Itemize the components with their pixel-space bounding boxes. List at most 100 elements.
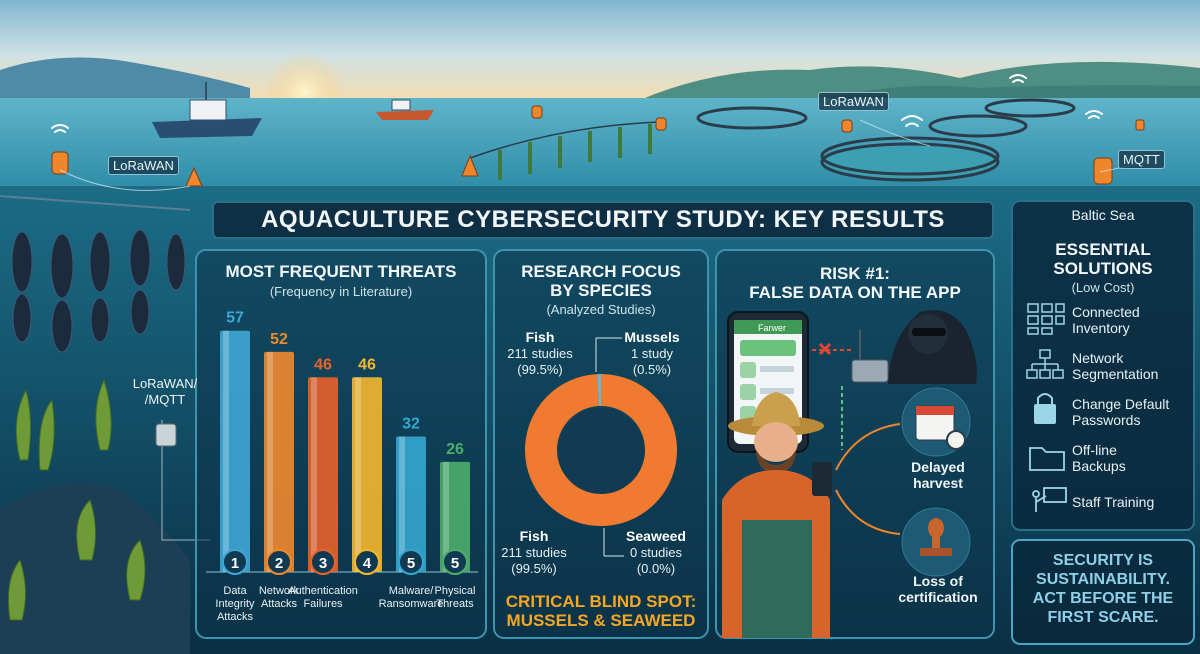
bar-highlight bbox=[223, 330, 229, 572]
bar-value-label: 46 bbox=[358, 356, 376, 373]
motto-panel-frame bbox=[1011, 539, 1195, 645]
risk-title-line1: RISK #1: bbox=[820, 264, 890, 283]
solution-item-connected-inventory: Connected Inventory bbox=[1022, 300, 1192, 340]
page-title: AQUACULTURE CYBERSECURITY STUDY: KEY RES… bbox=[212, 201, 994, 239]
mussel-ropes bbox=[0, 195, 191, 353]
solution-item-change-passwords: Change Default Passwords bbox=[1022, 392, 1192, 432]
bar-value-label: 26 bbox=[446, 441, 464, 458]
phone-app-header: Farwer bbox=[757, 323, 786, 333]
category-label: Data bbox=[223, 585, 247, 597]
consequence-delayed-line1: Delayed bbox=[911, 459, 965, 475]
network-lines bbox=[59, 119, 1151, 541]
consequence-certification-line2: certification bbox=[898, 589, 978, 605]
solution-label: Off-line Backups bbox=[1072, 442, 1126, 474]
fish-bottom-label-count: 211 studies bbox=[501, 545, 567, 560]
threat-bar bbox=[264, 351, 294, 572]
rank-number: 2 bbox=[275, 555, 283, 572]
wifi-icons bbox=[51, 74, 1103, 133]
mussels-label-name: Mussels bbox=[624, 329, 679, 345]
category-label: Malware/ bbox=[389, 585, 435, 597]
presenter-icon bbox=[1032, 487, 1067, 512]
right-hills-front bbox=[820, 85, 1200, 100]
bar-highlight bbox=[267, 351, 273, 572]
rank-number: 5 bbox=[407, 555, 415, 572]
iot-gateway bbox=[851, 359, 889, 383]
bar-highlight bbox=[443, 461, 449, 572]
solution-label: Change Default Passwords bbox=[1072, 396, 1170, 428]
lorawan-mqtt-label-line1: LoRaWAN/ bbox=[132, 376, 198, 391]
threats-title: MOST FREQUENT THREATS bbox=[225, 262, 457, 281]
bar-highlight bbox=[311, 377, 317, 572]
fish-pens bbox=[696, 98, 1076, 182]
padlock-icon bbox=[1034, 393, 1056, 424]
bar-value-label: 46 bbox=[314, 356, 332, 373]
species-subtitle: (Analyzed Studies) bbox=[546, 302, 656, 317]
blind-spot-line2: MUSSELS & SEAWEED bbox=[506, 611, 696, 630]
risk-title-line2: FALSE DATA ON THE APP bbox=[749, 283, 961, 302]
inventory-grid-icon bbox=[1027, 303, 1065, 335]
solutions-panel-frame bbox=[1011, 200, 1195, 531]
seabed-rock bbox=[0, 483, 190, 654]
mussels-label-count: 1 study bbox=[631, 346, 673, 361]
bar-value-label: 52 bbox=[270, 331, 288, 348]
fish-top-label-count: 211 studies bbox=[507, 346, 573, 361]
mqtt-tag: MQTT bbox=[1118, 150, 1165, 169]
waterline bbox=[0, 186, 1200, 190]
fish-top-label-name: Fish bbox=[526, 329, 555, 345]
threats-bar-chart: 571DataIntegrityAttacks522NetworkAttacks… bbox=[206, 310, 478, 623]
solutions-subtitle: (Low Cost) bbox=[1071, 280, 1135, 295]
rank-number: 4 bbox=[363, 555, 372, 572]
blind-spot-line1: CRITICAL BLIND SPOT: bbox=[505, 592, 697, 611]
category-label: Failures bbox=[303, 598, 343, 610]
farmer-illustration bbox=[722, 392, 832, 638]
folder-icon bbox=[1029, 447, 1065, 471]
rank-badge bbox=[442, 549, 468, 575]
seaweed-long-line bbox=[469, 121, 661, 180]
lorawan-tag-right: LoRaWAN bbox=[818, 92, 889, 111]
network-tree-icon bbox=[1026, 349, 1064, 379]
rank-badge bbox=[310, 549, 336, 575]
fish-bottom-label-percent: (99.5%) bbox=[511, 561, 557, 576]
sea-surface bbox=[0, 98, 1200, 194]
threat-bar bbox=[440, 461, 470, 572]
category-label: Network bbox=[259, 585, 300, 597]
donut-slice bbox=[597, 373, 602, 407]
mussels-label-percent: (0.5%) bbox=[633, 362, 671, 377]
bar-value-label: 57 bbox=[226, 310, 244, 327]
seaweed-label-percent: (0.0%) bbox=[637, 561, 675, 576]
solutions-title-line1: ESSENTIAL bbox=[1055, 240, 1151, 259]
species-title-line2: BY SPECIES bbox=[550, 281, 652, 300]
fish-top-label-percent: (99.5%) bbox=[517, 362, 563, 377]
sensor-device bbox=[155, 423, 177, 447]
bar-highlight bbox=[399, 436, 405, 572]
consequence-arrows bbox=[835, 423, 901, 535]
motto-line2: SUSTAINABILITY. bbox=[1036, 571, 1170, 588]
threat-bar bbox=[352, 377, 382, 572]
bar-highlight bbox=[355, 377, 361, 572]
category-label: Physical bbox=[435, 585, 476, 597]
rank-number: 3 bbox=[319, 555, 327, 572]
solution-item-network-segmentation: Network Segmentation bbox=[1022, 346, 1192, 386]
solution-item-staff-training: Staff Training bbox=[1022, 482, 1192, 522]
rank-badge bbox=[222, 549, 248, 575]
consequence-certification-line1: Loss of bbox=[913, 573, 963, 589]
fishing-boat-large bbox=[152, 82, 262, 138]
seaweed-plants bbox=[7, 378, 146, 621]
region-label: Baltic Sea bbox=[1071, 207, 1135, 223]
motto-line4: FIRST SCARE. bbox=[1047, 609, 1159, 626]
category-label: Ransomware bbox=[379, 598, 444, 610]
consequence-delayed-line2: harvest bbox=[913, 475, 963, 491]
threat-bar bbox=[396, 436, 426, 572]
solutions-title-line2: SOLUTIONS bbox=[1053, 259, 1153, 278]
motto-line1: SECURITY IS bbox=[1052, 552, 1154, 569]
category-label: Authentication bbox=[288, 585, 358, 597]
seaweed-label-name: Seaweed bbox=[626, 528, 686, 544]
rank-number: 1 bbox=[231, 555, 239, 572]
solution-item-offline-backups: Off-line Backups bbox=[1022, 438, 1192, 478]
solution-label: Staff Training bbox=[1072, 494, 1155, 510]
donut-slice bbox=[524, 374, 677, 526]
solution-label: Connected Inventory bbox=[1072, 304, 1140, 336]
fishing-boat-small bbox=[376, 99, 434, 120]
